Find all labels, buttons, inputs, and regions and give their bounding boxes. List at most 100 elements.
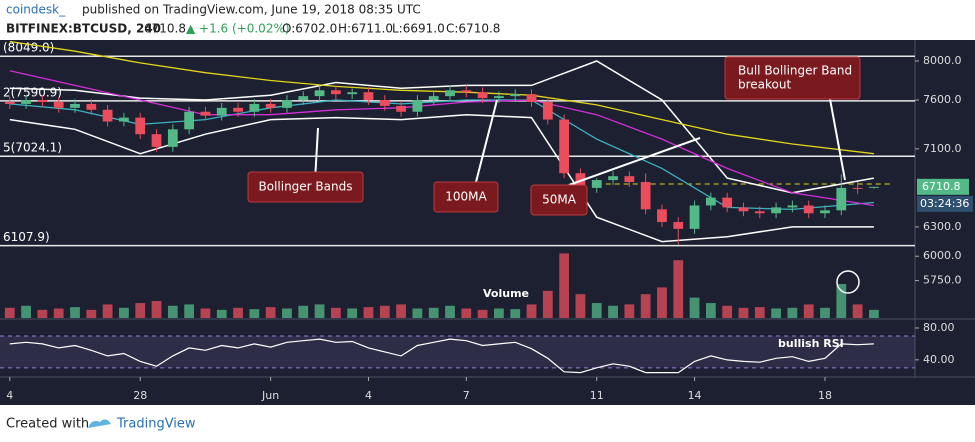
candle-body (363, 92, 374, 101)
candle-body (428, 96, 439, 101)
annotation: 100MA (445, 190, 487, 204)
footer-bg (0, 405, 975, 442)
author[interactable]: coindesk_ (6, 3, 66, 17)
candle-body (298, 96, 309, 101)
volume-bar (200, 308, 211, 318)
published: published on TradingView.com, June 19, 2… (82, 3, 421, 17)
volume-bar (314, 304, 325, 318)
candle-body (4, 101, 15, 104)
candle-body (722, 197, 733, 208)
volume-bar (428, 307, 439, 318)
candle-body (314, 90, 325, 97)
volume-bar (477, 309, 488, 318)
rsi-zone (0, 335, 915, 368)
candle-body (379, 100, 390, 106)
candle-body (738, 207, 749, 212)
annotation: breakout (738, 78, 791, 92)
candle-body (705, 197, 716, 206)
volume-bar (722, 305, 733, 318)
level-label: 2(7590.9) (3, 85, 62, 99)
volume-bar (363, 307, 374, 318)
footer-created: Created with (6, 417, 89, 432)
footer-brand[interactable]: TradingView (116, 417, 196, 432)
y-tick-label: 6000.0 (923, 249, 962, 262)
candle-body (396, 105, 406, 112)
candle-body (216, 107, 227, 116)
x-tick-label: 7 (463, 389, 470, 402)
volume-bar (657, 287, 667, 318)
candle-body (820, 210, 830, 214)
candle-body (657, 209, 667, 223)
candle-body (526, 94, 537, 102)
volume-title: Volume (483, 287, 529, 300)
candle-body (347, 92, 358, 95)
volume-bar (70, 307, 80, 318)
rsi-title: bullish RSI (778, 337, 844, 350)
candle-body (852, 187, 863, 189)
level-label: (8049.0) (3, 41, 54, 55)
volume-bar (379, 305, 390, 318)
volume-bar (21, 305, 31, 318)
candle-body (673, 222, 684, 229)
y-tick-label: 6300.0 (923, 220, 962, 233)
candle-body (330, 90, 341, 95)
symbol: BITFINEX:BTCUSD, 240 (6, 22, 161, 36)
candle-body (624, 176, 635, 183)
highlight-circle (836, 270, 860, 294)
volume-bar (233, 307, 243, 318)
rsi-line (9, 338, 874, 374)
volume-bar (559, 253, 570, 318)
candle-body (869, 186, 879, 188)
annotation-box (724, 56, 861, 100)
volume-bar (820, 307, 830, 318)
volume-bar (869, 309, 879, 318)
indicator-line (9, 60, 875, 194)
volume-bar (754, 307, 765, 318)
candle-body (689, 205, 700, 229)
ohlc-o: O:6702.0 (282, 22, 337, 36)
volume-bar (461, 308, 472, 318)
x-tick-label: 4 (6, 389, 13, 402)
rsi-tick-label: 80.00 (923, 321, 955, 334)
volume-bar (282, 308, 292, 318)
volume-bar (86, 309, 97, 318)
x-tick-label: 4 (365, 389, 372, 402)
ohlc-c: C:6710.8 (446, 22, 500, 36)
volume-bar (494, 308, 504, 318)
volume-bar (135, 303, 146, 318)
candle-body (265, 103, 276, 108)
annotation-box (530, 184, 588, 216)
candle-body (494, 96, 504, 99)
candle-body (200, 111, 211, 116)
annotation-arrow (314, 127, 319, 173)
change: ▲ +1.6 (+0.02%) (186, 22, 290, 36)
volume-bar (167, 305, 178, 318)
volume-bar (673, 260, 684, 318)
volume-bar (37, 309, 48, 318)
volume-bar (298, 305, 309, 318)
countdown: 03:24:36 (920, 197, 969, 210)
x-tick-label: 28 (133, 389, 147, 402)
candle-body (282, 100, 292, 108)
volume-bar (249, 309, 260, 318)
candle-body (608, 176, 618, 181)
candle-body (53, 101, 64, 108)
volume-bar (640, 294, 651, 318)
volume-bar (53, 308, 64, 318)
y-tick-label: 7100.0 (923, 142, 962, 155)
volume-bar (624, 304, 635, 318)
volume-bar (591, 303, 602, 318)
price-tag: 6710.8 (922, 180, 961, 193)
y-tick-label: 8000.0 (923, 54, 962, 67)
candle-body (167, 129, 178, 147)
candle-body (249, 103, 260, 112)
volume-bar (526, 304, 537, 318)
candle-body (102, 109, 113, 122)
annotation-box (433, 181, 499, 213)
volume-bar (445, 305, 455, 318)
candle-body (836, 187, 847, 211)
candle-body (86, 103, 97, 110)
candle-body (70, 103, 80, 108)
